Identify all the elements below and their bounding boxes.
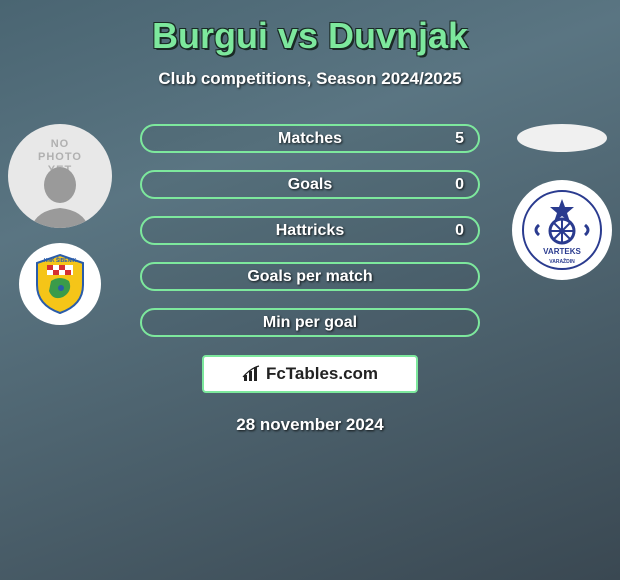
club-badge-left: HNK ŠIBENIK xyxy=(19,243,101,325)
bar-chart-icon xyxy=(242,365,264,383)
stat-value-right: 0 xyxy=(455,222,464,240)
no-photo-line: NO xyxy=(38,138,82,151)
stat-row-goals-per-match: Goals per match xyxy=(140,262,480,291)
brand-label: FcTables.com xyxy=(266,364,378,384)
stat-value-right: 0 xyxy=(455,176,464,194)
stat-label: Goals xyxy=(288,176,332,194)
player-right-photo xyxy=(517,124,607,152)
silhouette-icon xyxy=(20,163,100,228)
shield-icon: HNK ŠIBENIK xyxy=(27,251,93,317)
stat-label: Goals per match xyxy=(247,268,372,286)
player-right-column: VARTEKS VARAŽDIN xyxy=(512,124,612,280)
brand-box[interactable]: FcTables.com xyxy=(202,355,418,393)
stats-list: Matches 5 Goals 0 Hattricks 0 Goals per … xyxy=(140,124,480,337)
club-name-text: VARTEKS xyxy=(543,247,581,256)
player-left-photo: NO PHOTO YET xyxy=(8,124,112,228)
stats-area: NO PHOTO YET xyxy=(0,124,620,337)
club-name-text: HNK ŠIBENIK xyxy=(44,256,77,264)
player-left-column: NO PHOTO YET xyxy=(8,124,112,325)
subtitle: Club competitions, Season 2024/2025 xyxy=(158,69,461,89)
stat-row-min-per-goal: Min per goal xyxy=(140,308,480,337)
club-city-text: VARAŽDIN xyxy=(549,257,575,265)
stat-row-matches: Matches 5 xyxy=(140,124,480,153)
stat-label: Hattricks xyxy=(276,222,344,240)
stat-row-hattricks: Hattricks 0 xyxy=(140,216,480,245)
date-label: 28 november 2024 xyxy=(236,415,383,435)
stat-value-right: 5 xyxy=(455,130,464,148)
club-badge-right: VARTEKS VARAŽDIN xyxy=(512,180,612,280)
stat-label: Min per goal xyxy=(263,314,357,332)
stat-row-goals: Goals 0 xyxy=(140,170,480,199)
page-title: Burgui vs Duvnjak xyxy=(152,15,468,57)
stat-label: Matches xyxy=(278,130,342,148)
comparison-card: Burgui vs Duvnjak Club competitions, Sea… xyxy=(0,0,620,445)
crest-icon: VARTEKS VARAŽDIN xyxy=(521,189,603,271)
